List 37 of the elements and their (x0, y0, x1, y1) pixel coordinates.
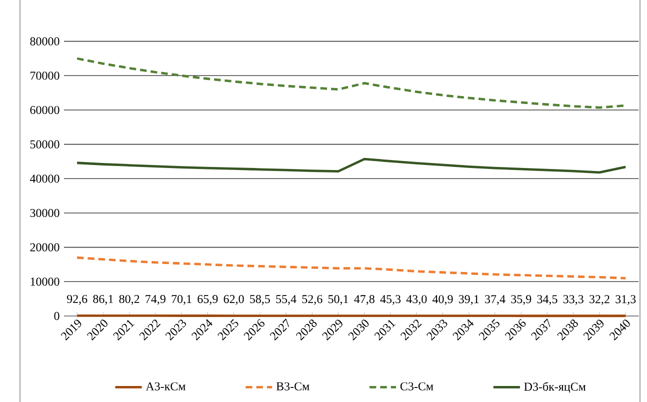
data-label: 39,1 (458, 295, 479, 305)
y-tick-label: 70000 (30, 72, 60, 80)
data-label: 31,3 (616, 295, 636, 305)
data-label: 40,9 (432, 295, 453, 305)
data-label: 43,0 (406, 295, 427, 305)
data-label: 80,2 (119, 294, 140, 305)
y-tick-label: 80000 (30, 37, 60, 46)
y-tick-label: 40000 (30, 174, 60, 183)
data-label: 32,2 (590, 295, 610, 305)
data-label: 47,8 (354, 295, 374, 305)
data-label: 65,9 (198, 295, 218, 305)
data-label: 52,6 (302, 295, 322, 305)
data-label: 74,9 (146, 295, 166, 305)
y-tick-label: 50000 (30, 140, 60, 148)
data-label: 50,1 (328, 295, 348, 305)
line-series (76, 158, 627, 174)
data-label: 70,1 (172, 294, 192, 305)
data-label: 86,1 (93, 294, 113, 305)
legend-label: C3-См (400, 382, 434, 390)
data-label: 37,4 (485, 295, 506, 305)
legend-label: A3-кСм (146, 382, 186, 390)
y-tick-label: 0 (54, 312, 60, 320)
data-label: 62,0 (224, 295, 244, 305)
y-tick-label: 10000 (30, 278, 60, 286)
data-label: 45,3 (380, 295, 401, 305)
legend-label: B3-См (276, 382, 310, 390)
legend-label: D3-бк-яцСм (524, 382, 586, 393)
y-tick-label: 30000 (30, 208, 60, 218)
data-label: 55,4 (276, 295, 296, 305)
y-tick-label: 20000 (30, 243, 60, 252)
y-tick-label: 60000 (30, 106, 60, 114)
data-label: 34,5 (537, 295, 558, 305)
data-label: 58,5 (250, 295, 270, 305)
data-label: 35,9 (511, 295, 532, 305)
data-label: 33,3 (563, 295, 584, 305)
data-label: 92,6 (66, 294, 88, 305)
line-series (76, 256, 627, 280)
